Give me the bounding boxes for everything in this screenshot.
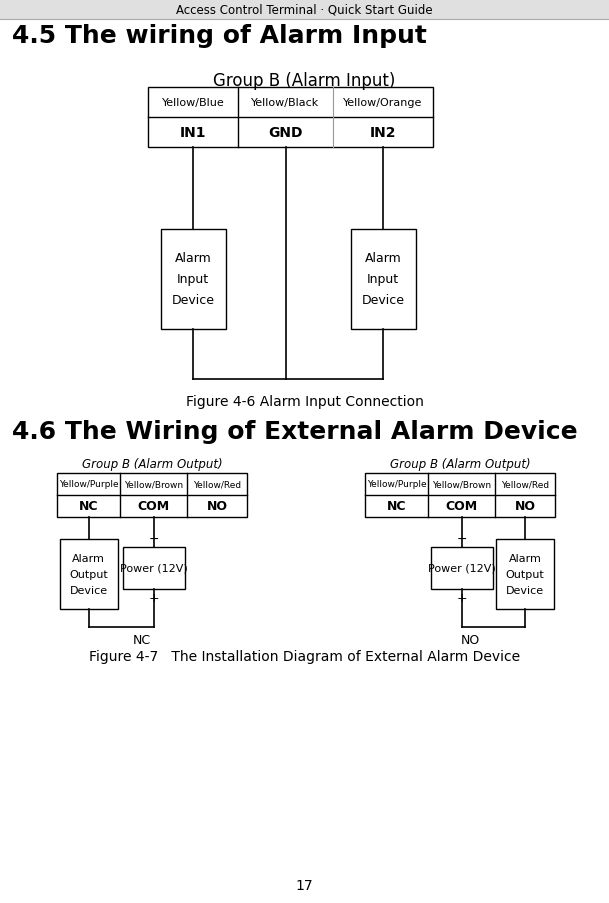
Text: IN2: IN2 [370,126,396,140]
Text: Yellow/Purple: Yellow/Purple [58,480,118,489]
Text: Alarm
Output
Device: Alarm Output Device [69,554,108,595]
Text: +: + [456,591,467,604]
Text: Access Control Terminal · Quick Start Guide: Access Control Terminal · Quick Start Gu… [176,4,433,16]
Text: Yellow/Purple: Yellow/Purple [367,480,426,489]
Text: 4.5 The wiring of Alarm Input: 4.5 The wiring of Alarm Input [12,24,427,48]
Text: Power (12V): Power (12V) [119,563,188,573]
Bar [57,473,247,517]
Text: IN1: IN1 [180,126,206,140]
Text: +: + [148,591,159,604]
Text: GND: GND [268,126,303,140]
Text: NO: NO [515,500,535,513]
Bar [122,547,185,590]
Bar [161,229,225,330]
Text: Yellow/Black: Yellow/Black [252,98,320,107]
Text: Figure 4-7   The Installation Diagram of External Alarm Device: Figure 4-7 The Installation Diagram of E… [89,649,520,664]
Text: Group B (Alarm Output): Group B (Alarm Output) [82,458,222,470]
Text: NO: NO [460,633,480,647]
Text: Group B (Alarm Output): Group B (Alarm Output) [390,458,530,470]
Text: NO: NO [206,500,228,513]
Bar [365,473,555,517]
Text: Alarm
Input
Device: Alarm Input Device [362,252,404,307]
Text: Yellow/Brown: Yellow/Brown [124,480,183,489]
Text: Yellow/Red: Yellow/Red [193,480,241,489]
Text: Group B (Alarm Input): Group B (Alarm Input) [213,72,396,90]
Bar [148,88,433,148]
Text: COM: COM [138,500,169,513]
Text: NC: NC [79,500,98,513]
Bar [351,229,415,330]
Text: COM: COM [445,500,477,513]
Text: −: − [456,533,466,545]
Text: Yellow/Brown: Yellow/Brown [432,480,491,489]
Text: Yellow/Orange: Yellow/Orange [343,98,423,107]
Text: −: − [148,533,159,545]
Text: 17: 17 [296,878,313,892]
Text: Yellow/Blue: Yellow/Blue [161,98,224,107]
Bar [60,539,118,610]
Text: Yellow/Red: Yellow/Red [501,480,549,489]
Text: Power (12V): Power (12V) [428,563,495,573]
Text: NC: NC [387,500,406,513]
Bar [431,547,493,590]
Text: Alarm
Input
Device: Alarm Input Device [172,252,214,307]
Text: Alarm
Output
Device: Alarm Output Device [505,554,544,595]
Bar [0,0,609,20]
Bar [496,539,554,610]
Text: Figure 4-6 Alarm Input Connection: Figure 4-6 Alarm Input Connection [186,395,423,408]
Text: NC: NC [133,633,151,647]
Text: 4.6 The Wiring of External Alarm Device: 4.6 The Wiring of External Alarm Device [12,420,577,443]
